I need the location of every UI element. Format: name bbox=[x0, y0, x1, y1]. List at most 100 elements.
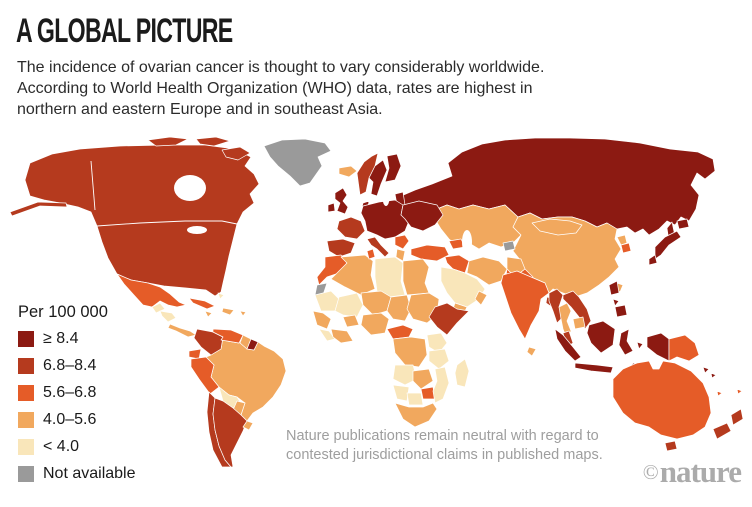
region-guatemala bbox=[151, 302, 166, 314]
region-senegal bbox=[312, 310, 332, 330]
legend-swatch-band2 bbox=[18, 358, 34, 374]
border-alaska bbox=[90, 160, 96, 211]
region-peru bbox=[190, 356, 220, 395]
region-cambodia bbox=[572, 316, 586, 330]
region-thailand bbox=[558, 302, 572, 340]
region-ireland bbox=[327, 202, 336, 213]
region-nigeria bbox=[360, 312, 390, 336]
legend-title: Per 100 000 bbox=[18, 303, 108, 321]
region-angola bbox=[392, 364, 418, 386]
subtitle-line-1: The incidence of ovarian cancer is thoug… bbox=[17, 59, 545, 76]
region-tanzania bbox=[428, 348, 450, 370]
region-zimbabwe bbox=[420, 386, 436, 400]
region-south-africa bbox=[394, 402, 438, 428]
region-puerto-rico bbox=[239, 310, 247, 317]
subtitle-line-3: northern and eastern Europe and in south… bbox=[17, 101, 383, 118]
region-sweden bbox=[368, 159, 388, 197]
region-nz-south bbox=[712, 422, 732, 440]
nature-wordmark: nature bbox=[659, 454, 742, 489]
region-philippines-visayas bbox=[612, 298, 620, 307]
region-uganda-kenya bbox=[426, 332, 448, 354]
region-sri-lanka bbox=[526, 346, 537, 357]
region-cameroon-car bbox=[386, 324, 414, 340]
great-lakes bbox=[187, 226, 207, 234]
region-costa-panama bbox=[167, 323, 197, 338]
hudson-bay bbox=[174, 175, 206, 201]
region-balkans bbox=[394, 234, 410, 250]
region-suriname bbox=[246, 338, 259, 351]
region-botswana bbox=[406, 392, 424, 406]
region-uk bbox=[334, 187, 349, 215]
map-disclaimer-line-2: contested jurisdictional claims in publi… bbox=[286, 447, 603, 463]
region-mauritania bbox=[314, 290, 340, 312]
region-nz-north bbox=[730, 408, 744, 426]
region-drc bbox=[392, 336, 428, 368]
region-sumatra bbox=[554, 328, 582, 362]
region-java bbox=[574, 362, 614, 374]
copyright-icon: © bbox=[642, 460, 660, 484]
region-jamaica bbox=[204, 310, 213, 318]
region-mali bbox=[334, 292, 364, 318]
region-ivory-ghana bbox=[330, 328, 354, 344]
region-philippines-mindanao bbox=[614, 304, 628, 318]
region-argentina bbox=[212, 397, 248, 468]
legend: Per 100 000 ≥ 8.4 6.8–8.4 5.6–6.8 4.0–5.6 < … bbox=[18, 303, 136, 493]
region-iran bbox=[466, 256, 508, 286]
subtitle: The incidence of ovarian cancer is thoug… bbox=[17, 57, 544, 120]
region-arctic-island-3 bbox=[221, 146, 251, 161]
map-regions bbox=[9, 136, 744, 468]
legend-swatch-band4 bbox=[18, 412, 34, 428]
region-north-america bbox=[24, 144, 260, 297]
region-italy bbox=[366, 236, 390, 258]
region-moluccas bbox=[636, 341, 644, 350]
region-japan-kyushu bbox=[648, 254, 658, 266]
border-us-canada bbox=[96, 220, 238, 227]
region-central-europe bbox=[360, 199, 410, 240]
region-iceland bbox=[338, 165, 358, 178]
region-madagascar bbox=[454, 358, 470, 388]
region-egypt bbox=[402, 258, 430, 296]
legend-rows: ≥ 8.4 6.8–8.4 5.6–6.8 4.0–5.6 < 4.0 Not avail… bbox=[18, 330, 136, 482]
region-philippines-luzon bbox=[608, 280, 620, 296]
region-aleutians bbox=[9, 201, 68, 217]
region-borneo bbox=[586, 320, 616, 354]
region-tunisia bbox=[366, 248, 376, 260]
region-solomon-1 bbox=[702, 366, 710, 374]
region-fiji bbox=[736, 388, 743, 395]
region-honduras bbox=[159, 310, 177, 323]
legend-item-2: 5.6–6.8 bbox=[18, 384, 136, 401]
region-mongolia bbox=[531, 218, 583, 236]
region-sierra-leone bbox=[318, 328, 336, 342]
region-namibia bbox=[392, 384, 410, 402]
region-tasmania bbox=[664, 440, 678, 452]
legend-item-5: Not available bbox=[18, 465, 136, 482]
region-vanuatu bbox=[716, 390, 723, 397]
legend-label: Not available bbox=[43, 465, 136, 482]
black-sea bbox=[416, 235, 438, 245]
region-tajikistan bbox=[502, 240, 516, 252]
region-mexico bbox=[116, 273, 187, 308]
region-japan-honshu bbox=[654, 230, 682, 260]
legend-item-4: < 4.0 bbox=[18, 438, 136, 455]
region-uruguay bbox=[242, 420, 254, 431]
legend-label: 4.0–5.6 bbox=[43, 411, 97, 428]
legend-swatch-band3 bbox=[18, 385, 34, 401]
region-finland bbox=[384, 153, 402, 183]
map-disclaimer: Nature publications remain neutral with … bbox=[286, 427, 603, 465]
region-niger bbox=[360, 290, 392, 316]
subtitle-line-2: According to World Health Organization (… bbox=[17, 80, 533, 97]
region-turkey bbox=[410, 244, 450, 262]
map-disclaimer-line-1: Nature publications remain neutral with … bbox=[286, 428, 599, 444]
region-solomon-2 bbox=[710, 372, 717, 379]
region-mozambique bbox=[432, 366, 450, 404]
region-france bbox=[336, 216, 366, 240]
region-india bbox=[500, 270, 550, 340]
region-chad bbox=[386, 294, 412, 322]
region-japan-hokkaido bbox=[676, 218, 690, 230]
region-belarus-ukraine bbox=[400, 200, 444, 232]
region-ethiopia-somalia bbox=[428, 302, 470, 336]
region-burkina bbox=[342, 314, 360, 328]
region-south-korea bbox=[620, 242, 632, 254]
region-oman bbox=[474, 290, 488, 306]
